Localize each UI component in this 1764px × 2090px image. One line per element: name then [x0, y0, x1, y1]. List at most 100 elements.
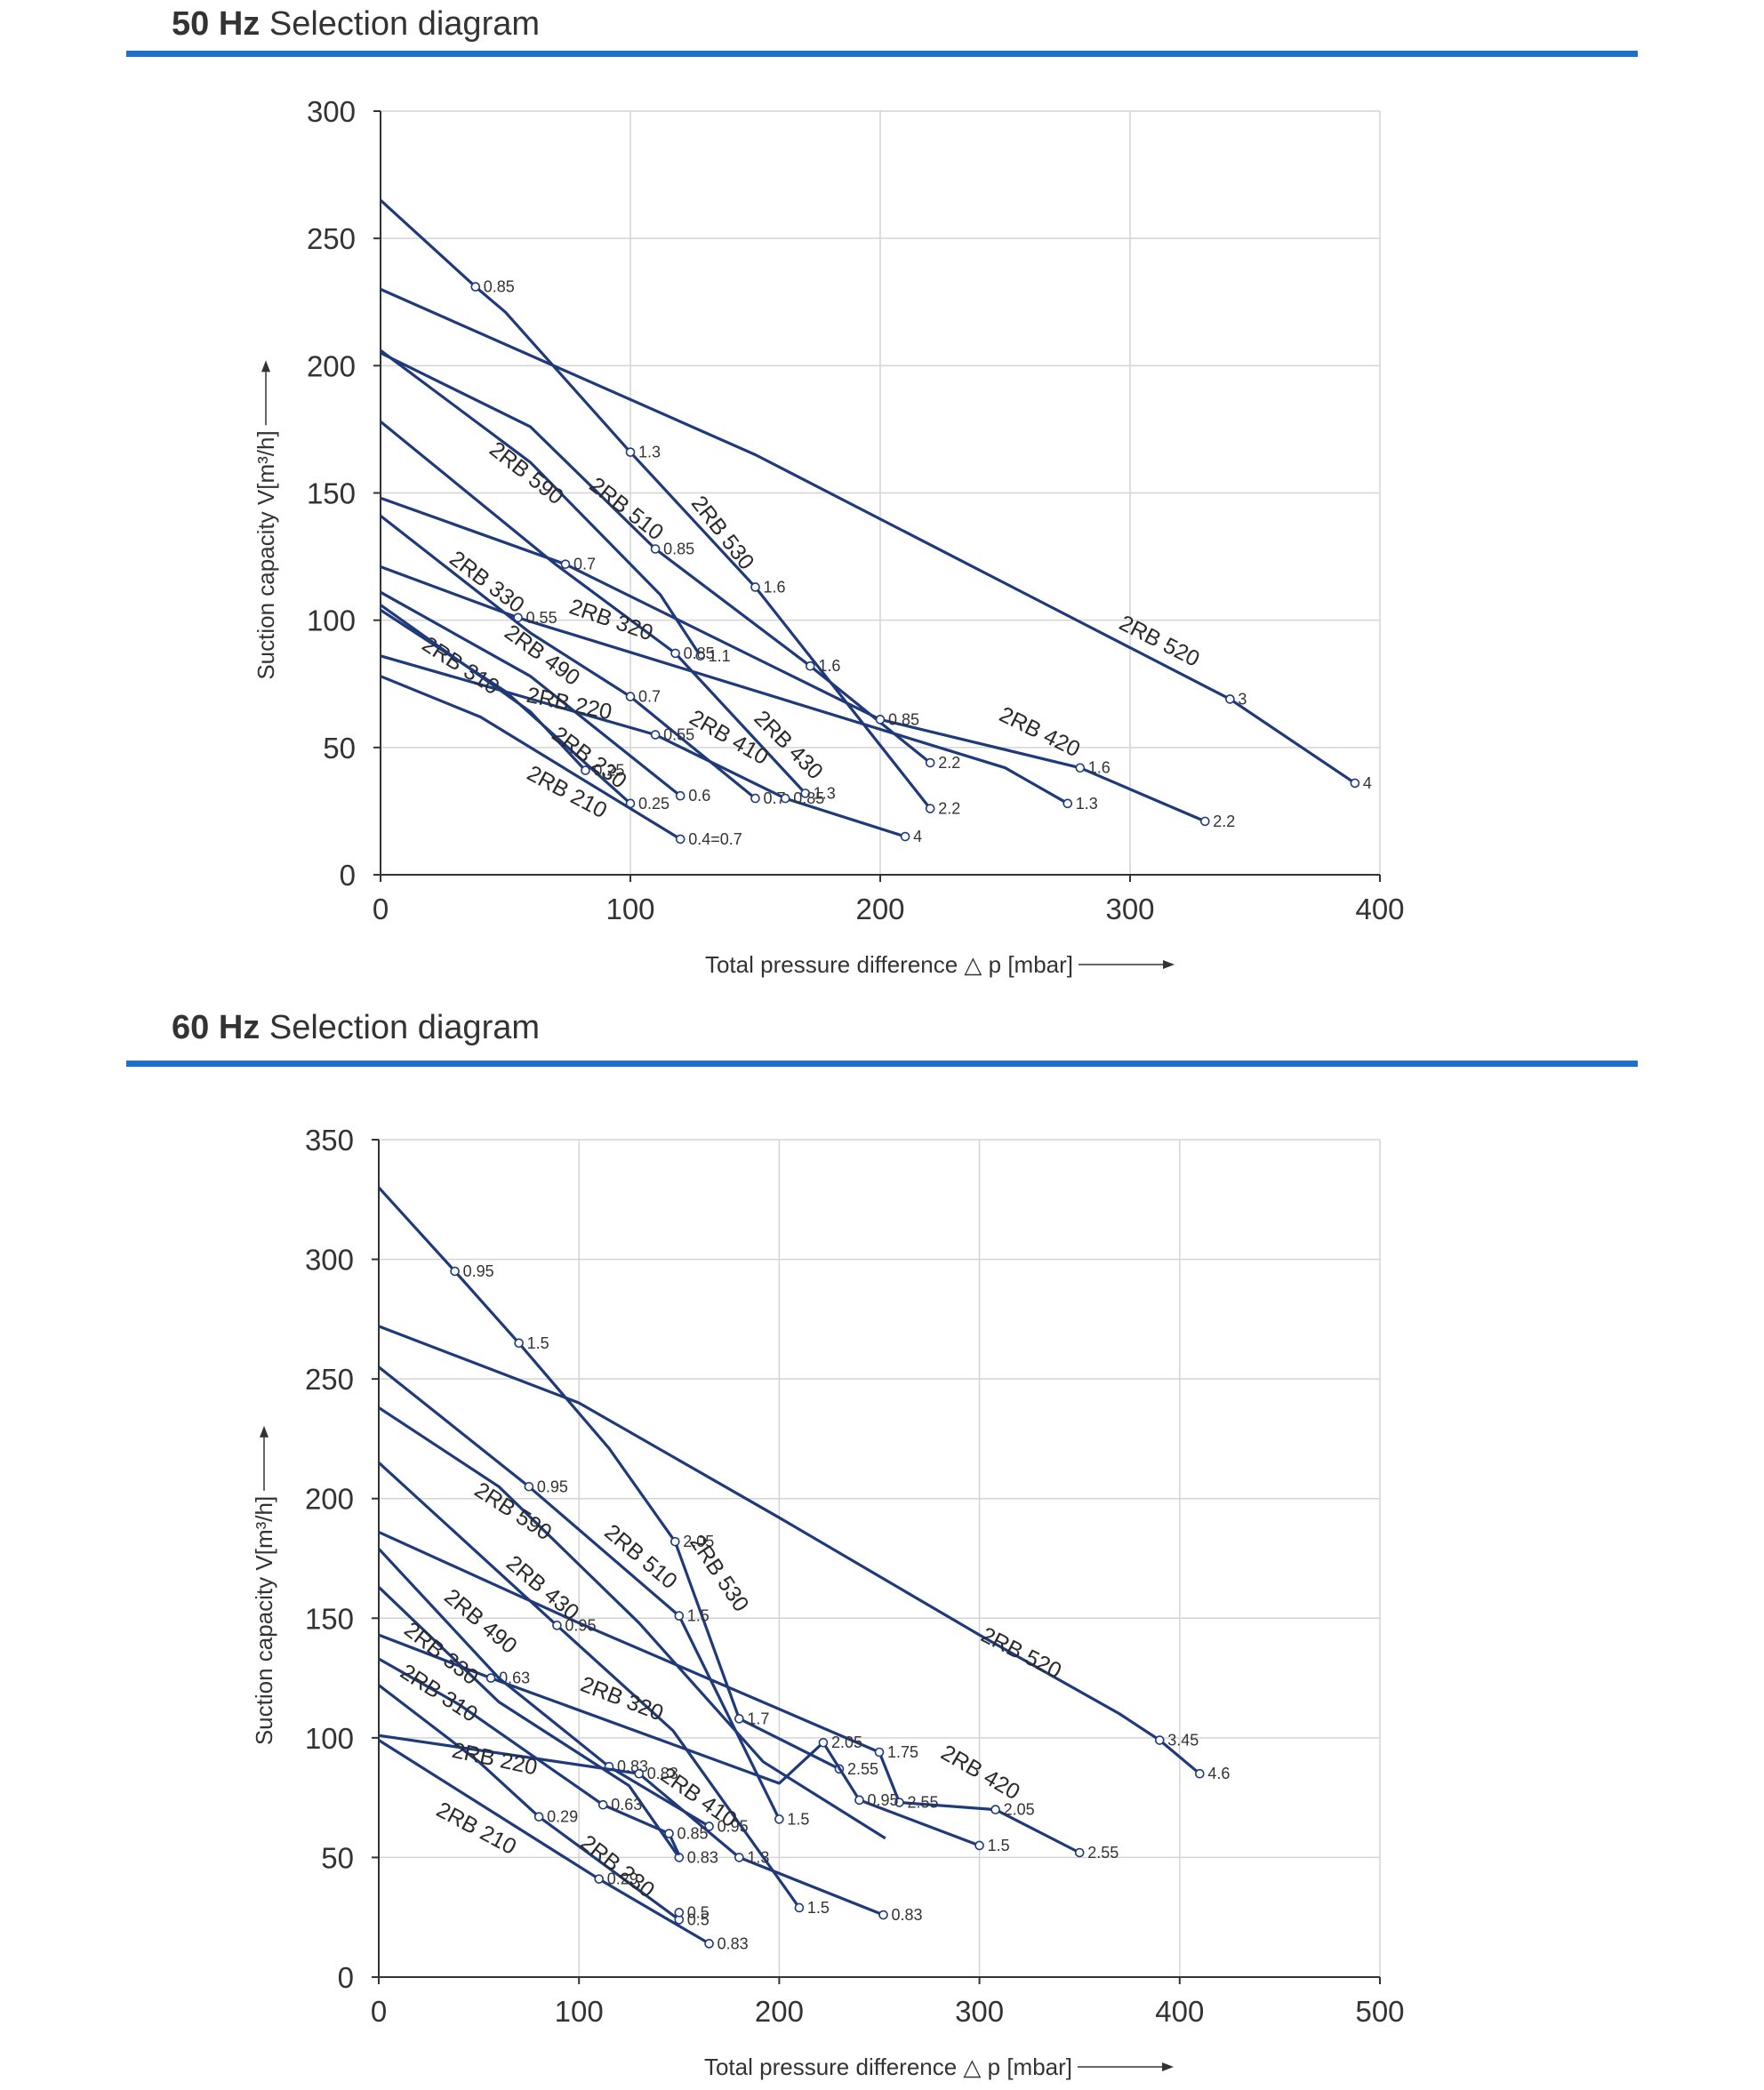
marker-2rb-420-0 [874, 1747, 885, 1758]
marker-2rb-520-0 [1154, 1735, 1165, 1745]
marker-label-2rb-530-2: 1.6 [764, 578, 786, 596]
marker-label-2rb-220-0: 0.29 [547, 1808, 578, 1826]
marker-2rb-320-1 [1062, 798, 1073, 809]
marker-label-2rb-330-0: 0.7 [638, 688, 661, 706]
series-line-2rb-320 [380, 565, 1069, 805]
marker-2rb-320-0 [485, 1673, 496, 1683]
y-tick-label-300: 300 [307, 95, 356, 128]
marker-2rb-320-1 [818, 1737, 829, 1748]
x-axis-label: Total pressure difference △ p [mbar] [705, 951, 1073, 978]
marker-2rb-230-2 [704, 1939, 714, 1949]
marker-2rb-530-3 [734, 1714, 744, 1724]
marker-label-2rb-320-1: 1.3 [1076, 795, 1098, 813]
series-label-2rb-420: 2RB 420 [937, 1740, 1024, 1805]
x-tick-label-300: 300 [955, 1995, 1004, 2028]
marker-label-2rb-310-0: 0.63 [611, 1796, 642, 1814]
marker-2rb-330-1 [750, 793, 760, 804]
x-tick-label-200: 200 [755, 1995, 804, 2028]
marker-label-2rb-490-0: 0.6 [688, 787, 710, 805]
marker-label-2rb-410-0: 0.83 [647, 1765, 678, 1782]
series-line-2rb-520 [380, 287, 1356, 785]
y-axis-label-group: Suction capacity V[m³/h] [251, 1425, 277, 1745]
marker-label-2rb-320-1: 2.05 [831, 1734, 862, 1751]
marker-2rb-410-0 [634, 1768, 645, 1779]
marker-2rb-530-1 [625, 447, 636, 457]
series-line-2rb-430 [379, 420, 806, 795]
marker-label-2rb-510-1: 1.5 [687, 1607, 710, 1625]
marker-label-2rb-530-1: 1.5 [527, 1334, 549, 1352]
marker-2rb-510-0 [524, 1481, 534, 1492]
marker-label-2rb-320-2: 0.95 [867, 1791, 898, 1809]
marker-label-2rb-410-2: 0.83 [892, 1906, 923, 1924]
marker-2rb-420-0 [560, 559, 571, 569]
marker-2rb-310-0 [597, 1799, 608, 1810]
marker-2rb-410-0 [650, 730, 661, 740]
marker-label-2rb-230-0: 0.29 [607, 1870, 638, 1888]
marker-2rb-420-3 [1074, 1847, 1085, 1858]
marker-label-2rb-310-0: 0.25 [638, 795, 670, 813]
y-tick-label-250: 250 [305, 1363, 354, 1396]
marker-2rb-420-2 [990, 1805, 1000, 1814]
marker-label-2rb-530-2: 2.05 [683, 1533, 714, 1550]
series-label-2rb-220: 2RB 220 [450, 1738, 540, 1781]
series-line-2rb-490 [380, 590, 682, 797]
marker-2rb-530-0 [450, 1266, 460, 1277]
marker-2rb-230-0 [594, 1874, 605, 1884]
marker-label-2rb-410-2: 4 [913, 828, 922, 845]
x-tick-label-100: 100 [555, 1995, 604, 2028]
series-line-2rb-220 [378, 1684, 680, 1921]
marker-2rb-430-1 [800, 789, 811, 798]
marker-2rb-220-0 [675, 834, 686, 845]
y-tick-label-250: 250 [307, 222, 356, 255]
series-line-2rb-510 [378, 1365, 781, 1821]
marker-label-2rb-430-0: 0.95 [565, 1616, 596, 1634]
series-line-2rb-310 [380, 608, 632, 805]
series-label-2rb-530: 2RB 530 [685, 1531, 754, 1616]
marker-2rb-220-0 [533, 1812, 544, 1822]
marker-label-2rb-530-0: 0.85 [484, 278, 515, 296]
marker-2rb-530-3 [925, 804, 935, 813]
section-rule-60hz [126, 1061, 1638, 1067]
series-line-2rb-590 [380, 348, 702, 657]
y-tick-label-150: 150 [305, 1602, 354, 1635]
section-hz-60: 60 Hz [172, 1009, 261, 1046]
marker-label-2rb-420-3: 2.2 [1213, 813, 1235, 830]
marker-label-2rb-320-0: 0.55 [526, 609, 557, 627]
marker-2rb-510-1 [674, 1611, 685, 1621]
marker-label-2rb-510-0: 0.85 [663, 540, 694, 557]
marker-label-2rb-320-3: 1.5 [988, 1837, 1010, 1854]
marker-2rb-430-1 [794, 1902, 805, 1913]
marker-label-2rb-330-1: 0.7 [764, 789, 786, 807]
y-tick-label-50: 50 [323, 732, 356, 765]
marker-label-2rb-420-2: 2.05 [1004, 1801, 1035, 1819]
marker-2rb-420-1 [875, 715, 886, 725]
section-title-rest-60: Selection diagram [269, 1009, 541, 1046]
series-line-2rb-520 [378, 1325, 1201, 1775]
marker-2rb-430-0 [552, 1621, 562, 1630]
marker-2rb-430-0 [670, 648, 680, 659]
x-axis-label: Total pressure difference △ p [mbar] [704, 2054, 1072, 2080]
x-tick-label-0: 0 [373, 893, 389, 925]
marker-2rb-320-3 [974, 1840, 984, 1851]
y-tick-label-0: 0 [338, 1961, 354, 1994]
marker-label-2rb-310-1: 0.85 [678, 1825, 709, 1843]
y-tick-label-300: 300 [305, 1244, 354, 1277]
marker-label-2rb-530-1: 1.3 [638, 444, 661, 461]
marker-2rb-510-2 [925, 757, 935, 768]
chart-50hz: 0 100 200 300 400 0 50 100 150 200 250 300 Total pre… [253, 95, 1405, 978]
marker-label-2rb-430-1: 1.3 [814, 784, 836, 802]
y-axis-arrow-head [260, 1425, 269, 1437]
x-axis-arrow-head [1162, 2062, 1175, 2071]
marker-2rb-530-0 [470, 282, 481, 292]
marker-label-2rb-530-3: 1.7 [747, 1710, 769, 1727]
marker-label-2rb-530-4: 2.55 [847, 1760, 878, 1778]
marker-label-2rb-530-0: 0.95 [463, 1262, 494, 1280]
series-line-2rb-330 [380, 515, 757, 800]
marker-2rb-520-1 [1350, 778, 1360, 789]
marker-label-2rb-420-0: 0.7 [573, 556, 596, 573]
series-line-2rb-530 [379, 199, 932, 810]
x-tick-label-300: 300 [1105, 893, 1154, 925]
x-tick-label-0: 0 [371, 1995, 387, 2028]
y-tick-label-100: 100 [305, 1722, 354, 1755]
y-axis-arrow-head [261, 360, 270, 372]
